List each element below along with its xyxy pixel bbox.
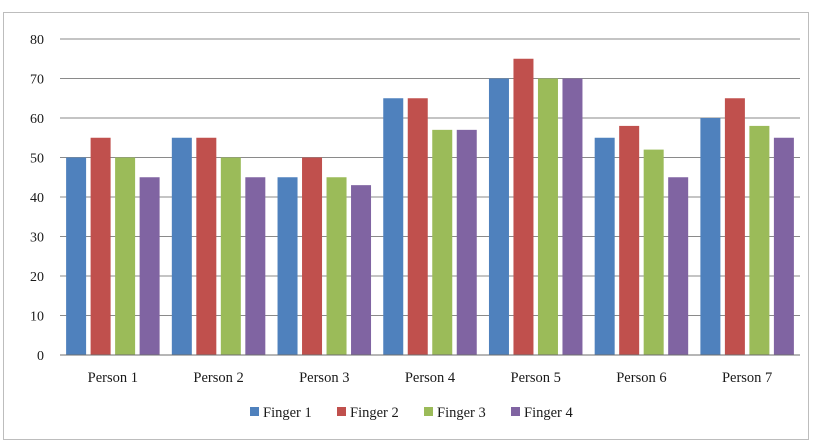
bar-4-1	[383, 98, 404, 355]
bar-3-1	[277, 177, 298, 355]
bar-2-2	[196, 137, 217, 355]
y-tick-label: 60	[30, 112, 44, 127]
y-tick-label: 20	[30, 270, 44, 285]
bars	[66, 58, 794, 356]
x-tick-label: Person 7	[722, 370, 772, 386]
x-tick-label: Person 5	[511, 370, 561, 386]
legend-swatch	[250, 407, 259, 416]
bar-7-4	[773, 137, 794, 355]
bar-7-2	[724, 98, 745, 355]
bar-2-3	[220, 157, 241, 355]
bar-3-2	[302, 157, 323, 355]
bar-1-1	[66, 157, 87, 355]
bar-1-2	[90, 137, 111, 355]
y-tick-label: 80	[30, 33, 44, 48]
x-tick-label: Person 3	[299, 370, 349, 386]
bar-3-4	[351, 185, 372, 355]
y-tick-label: 30	[30, 231, 44, 246]
legend-swatch	[511, 407, 520, 416]
bar-4-4	[456, 129, 477, 355]
legend-swatch	[337, 407, 346, 416]
bar-6-4	[668, 177, 689, 355]
bar-4-3	[432, 129, 453, 355]
y-tick-label: 40	[30, 191, 44, 206]
legend-swatch	[424, 407, 433, 416]
bar-7-1	[700, 118, 721, 355]
x-tick-label: Person 2	[193, 370, 243, 386]
legend-label: Finger 1	[263, 405, 312, 421]
x-tick-label: Person 1	[88, 370, 138, 386]
legend-label: Finger 4	[524, 405, 573, 421]
x-tick-label: Person 4	[405, 370, 456, 386]
bar-7-3	[749, 125, 770, 356]
legend-label: Finger 2	[350, 405, 399, 421]
bar-1-4	[139, 177, 160, 355]
bar-4-2	[407, 98, 428, 355]
bar-1-3	[115, 157, 136, 355]
bar-5-2	[513, 58, 534, 355]
bar-6-1	[594, 137, 615, 355]
bar-6-3	[643, 149, 664, 355]
bar-6-2	[619, 125, 640, 356]
gridlines	[60, 38, 800, 316]
bar-2-1	[171, 137, 192, 355]
legend-label: Finger 3	[437, 405, 486, 421]
y-axis-ticks: 0 10 20 30 40 50 60 70 80	[30, 33, 44, 364]
bar-5-4	[562, 78, 583, 355]
y-tick-label: 10	[30, 310, 44, 325]
bar-3-3	[326, 177, 347, 355]
bar-2-4	[245, 177, 266, 355]
bar-5-1	[488, 78, 509, 355]
y-tick-label: 0	[37, 349, 44, 364]
y-tick-label: 70	[30, 73, 44, 88]
x-tick-label: Person 6	[616, 370, 666, 386]
bar-5-3	[537, 78, 558, 355]
y-tick-label: 50	[30, 152, 44, 167]
legend: Finger 1 Finger 2 Finger 3 Finger 4	[250, 405, 573, 421]
x-axis-labels: Person 1 Person 2 Person 3 Person 4 Person 5…	[88, 370, 773, 386]
